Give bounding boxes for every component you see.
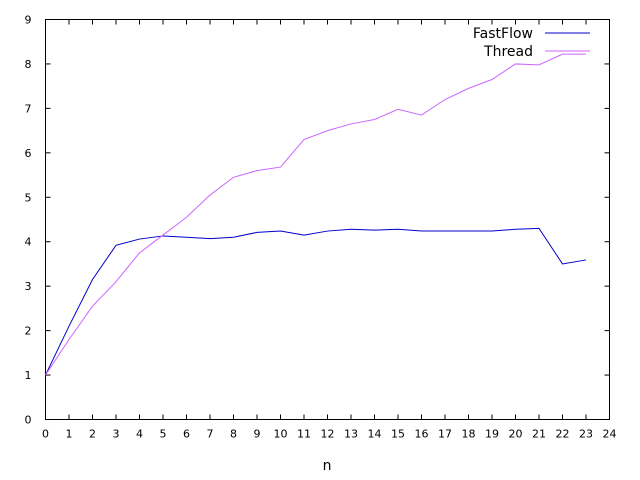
ticks xyxy=(45,19,610,420)
series-line-thread xyxy=(45,53,586,376)
y-tick-label: 2 xyxy=(25,325,32,338)
y-tick-label: 0 xyxy=(25,414,32,427)
x-tick-labels: 0 1 2 3 4 5 6 7 8 9 10 11 12 13 14 15 16 17 18 19 20 21 22 23 24 xyxy=(42,428,617,441)
x-tick-label: 9 xyxy=(254,428,261,441)
y-tick-label: 9 xyxy=(25,14,32,27)
x-tick-label: 22 xyxy=(556,428,570,441)
legend-label-fastflow: FastFlow xyxy=(473,26,533,42)
plot-frame xyxy=(45,19,610,420)
x-tick-label: 12 xyxy=(321,428,335,441)
y-tick-label: 3 xyxy=(25,280,32,293)
x-tick-label: 24 xyxy=(603,428,617,441)
x-tick-label: 3 xyxy=(113,428,120,441)
x-tick-label: 20 xyxy=(509,428,523,441)
y-tick-label: 7 xyxy=(25,102,32,115)
x-tick-label: 18 xyxy=(462,428,476,441)
x-tick-label: 4 xyxy=(136,428,143,441)
x-tick-label: 16 xyxy=(415,428,429,441)
x-tick-label: 6 xyxy=(183,428,190,441)
legend-label-thread: Thread xyxy=(483,44,533,60)
y-tick-label: 5 xyxy=(25,191,32,204)
y-tick-label: 1 xyxy=(25,369,32,382)
y-tick-label: 4 xyxy=(25,236,32,249)
x-tick-label: 2 xyxy=(89,428,96,441)
x-tick-label: 13 xyxy=(344,428,358,441)
x-tick-label: 21 xyxy=(532,428,546,441)
x-tick-label: 11 xyxy=(297,428,311,441)
x-tick-label: 1 xyxy=(66,428,73,441)
y-tick-label: 6 xyxy=(25,147,32,160)
x-tick-label: 19 xyxy=(485,428,499,441)
x-axis-label: n xyxy=(323,458,332,474)
x-tick-label: 5 xyxy=(160,428,167,441)
y-tick-label: 8 xyxy=(25,58,32,71)
x-tick-label: 23 xyxy=(579,428,593,441)
x-tick-label: 10 xyxy=(274,428,288,441)
legend: FastFlow Thread xyxy=(473,26,590,60)
series-line-fastflow xyxy=(45,227,587,376)
series-lines xyxy=(45,53,587,376)
x-tick-label: 0 xyxy=(42,428,49,441)
x-tick-label: 7 xyxy=(207,428,214,441)
x-tick-label: 8 xyxy=(230,428,237,441)
x-tick-label: 15 xyxy=(391,428,405,441)
x-tick-label: 14 xyxy=(368,428,382,441)
x-tick-label: 17 xyxy=(438,428,452,441)
y-tick-labels: 0 1 2 3 4 5 6 7 8 9 xyxy=(25,14,32,427)
